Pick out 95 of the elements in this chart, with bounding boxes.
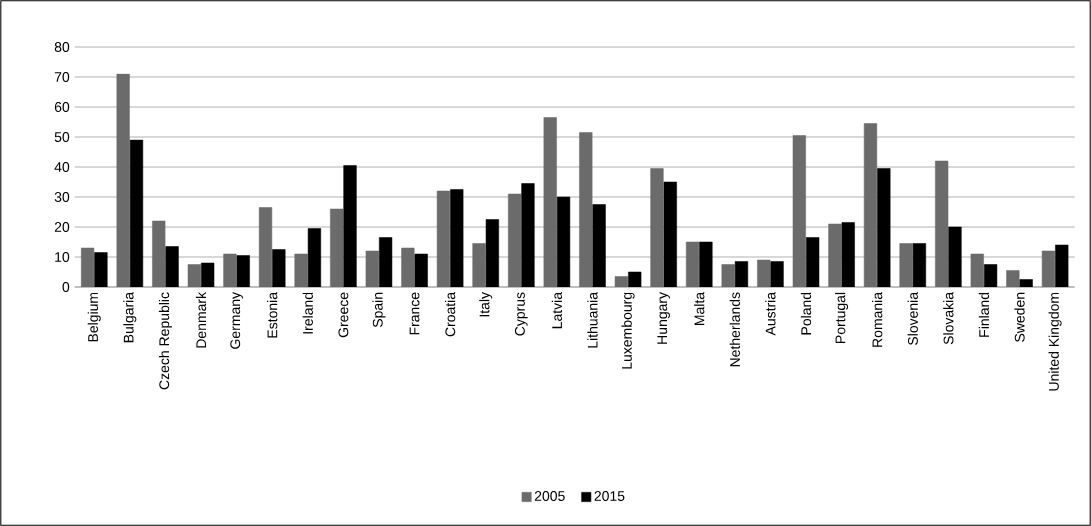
x-tick-label: Luxembourg bbox=[621, 292, 635, 369]
bar bbox=[258, 207, 273, 287]
bar bbox=[770, 261, 784, 287]
bar bbox=[236, 255, 250, 287]
x-tick-label: Croatia bbox=[444, 291, 456, 337]
x-tick-label: Romania bbox=[872, 291, 883, 347]
bar bbox=[983, 264, 998, 287]
x-tick-label: Czech Republic bbox=[158, 292, 172, 390]
y-tick-label: 50 bbox=[54, 132, 70, 142]
y-tick-label: 70 bbox=[54, 72, 70, 82]
bar bbox=[1055, 244, 1069, 287]
bar bbox=[379, 237, 393, 287]
bar bbox=[579, 132, 593, 287]
bar bbox=[899, 243, 913, 287]
x-tick-label: Poland bbox=[800, 292, 812, 335]
x-tick-label: Slovenia bbox=[907, 291, 918, 346]
bar bbox=[828, 223, 842, 287]
y-tick-label: 0 bbox=[62, 282, 70, 292]
bar bbox=[436, 190, 451, 287]
bar bbox=[877, 168, 891, 287]
bar bbox=[414, 253, 428, 287]
bar bbox=[912, 243, 927, 287]
bar bbox=[521, 183, 535, 287]
x-tick-label: Denmark bbox=[195, 291, 207, 348]
bar bbox=[806, 237, 820, 287]
bar bbox=[757, 259, 771, 287]
bar bbox=[152, 220, 166, 287]
x-tick-label: Italy bbox=[479, 291, 493, 317]
x-tick-label: Latvia bbox=[551, 291, 563, 329]
y-tick-label: 20 bbox=[54, 222, 70, 232]
y-tick-label: 30 bbox=[54, 192, 70, 202]
x-tick-label: Portugal bbox=[835, 292, 849, 343]
bar bbox=[223, 253, 237, 287]
x-tick-label: Spain bbox=[372, 292, 386, 328]
x-tick-label: Estonia bbox=[267, 291, 278, 338]
bar bbox=[543, 117, 557, 287]
bar bbox=[472, 243, 486, 287]
x-tick-label: Slovakia bbox=[943, 291, 954, 345]
bar bbox=[165, 246, 179, 287]
x-tick-label: Belgium bbox=[87, 292, 101, 342]
x-tick-label: Netherlands bbox=[729, 292, 740, 367]
y-tick-label: 10 bbox=[55, 252, 70, 262]
bar bbox=[401, 247, 415, 287]
bar bbox=[187, 264, 201, 287]
bar bbox=[628, 271, 642, 287]
bar bbox=[734, 261, 749, 287]
bar bbox=[650, 168, 664, 287]
bar bbox=[970, 253, 984, 287]
bar bbox=[330, 208, 344, 287]
bar bbox=[948, 226, 962, 287]
bar bbox=[485, 219, 499, 287]
bar bbox=[699, 241, 713, 287]
bar bbox=[1006, 270, 1020, 287]
x-tick-label: Germany bbox=[230, 291, 243, 349]
legend-label: 2015 bbox=[594, 491, 625, 501]
bar bbox=[592, 204, 606, 287]
bar bbox=[721, 264, 735, 287]
bar bbox=[792, 135, 806, 287]
bar bbox=[685, 241, 700, 287]
bar bbox=[556, 196, 571, 287]
x-tick-label: Lithuania bbox=[587, 291, 598, 348]
bar bbox=[614, 276, 628, 287]
x-tick-label: Greece bbox=[338, 292, 349, 338]
bar bbox=[294, 253, 308, 287]
bar bbox=[508, 193, 522, 287]
bar bbox=[272, 249, 286, 287]
bar bbox=[863, 123, 878, 287]
x-tick-label: Ireland bbox=[302, 292, 313, 334]
y-tick-label: 60 bbox=[54, 102, 70, 112]
bar bbox=[1041, 250, 1056, 287]
bar bbox=[450, 189, 464, 287]
x-tick-label: Cyprus bbox=[514, 292, 528, 336]
bar bbox=[307, 228, 322, 287]
bar bbox=[365, 250, 379, 287]
bar bbox=[129, 139, 144, 287]
x-tick-label: Malta bbox=[694, 291, 705, 326]
x-tick-label: Finland bbox=[978, 292, 990, 337]
x-tick-label: France bbox=[409, 292, 420, 335]
bar bbox=[116, 73, 130, 287]
x-tick-label: Hungary bbox=[657, 291, 670, 344]
x-tick-label: Bulgaria bbox=[123, 291, 137, 343]
bar bbox=[201, 262, 215, 287]
bar bbox=[94, 252, 108, 287]
x-tick-label: United Kingdom bbox=[1048, 292, 1062, 391]
x-tick-label: Sweden bbox=[1014, 292, 1025, 342]
bar bbox=[343, 165, 357, 287]
bar bbox=[841, 222, 855, 287]
y-tick-label: 80 bbox=[54, 42, 70, 52]
legend-label: 2005 bbox=[534, 491, 565, 501]
bar bbox=[935, 160, 949, 287]
bar bbox=[663, 181, 677, 287]
bar bbox=[80, 247, 95, 287]
x-tick-label: Austria bbox=[765, 291, 776, 336]
bar bbox=[1019, 279, 1033, 287]
y-tick-label: 40 bbox=[54, 162, 70, 172]
